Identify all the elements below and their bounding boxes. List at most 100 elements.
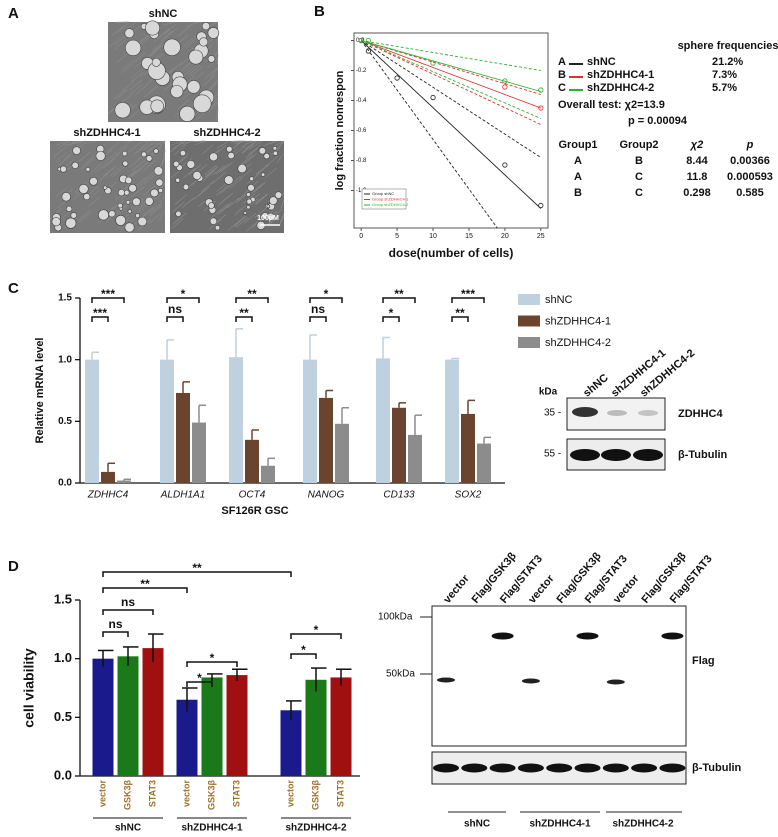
cell-sphere <box>124 176 133 185</box>
significance-label: ** <box>140 577 150 591</box>
texture <box>248 144 262 155</box>
cell-sphere <box>72 146 81 155</box>
texture <box>148 46 161 57</box>
texture <box>117 21 130 24</box>
cell-sphere <box>192 94 212 113</box>
significance-bracket <box>91 316 109 322</box>
overall-test: Overall test: χ2=13.9 <box>558 99 665 111</box>
texture <box>171 140 184 146</box>
significance-bracket <box>451 297 485 303</box>
texture <box>148 213 161 224</box>
cell-sphere <box>186 160 196 169</box>
cell-sphere <box>59 165 67 173</box>
table-cell: B <box>574 187 582 199</box>
cell-sphere <box>247 184 255 192</box>
table-cell: 0.585 <box>736 187 764 199</box>
texture <box>116 89 129 100</box>
texture <box>129 157 142 168</box>
significance-label: * <box>301 643 306 657</box>
cell-sphere <box>188 49 204 65</box>
texture <box>243 193 256 204</box>
group-label: shNC <box>464 819 490 830</box>
point <box>502 162 508 168</box>
bar <box>117 656 139 776</box>
significance-bracket <box>290 653 317 659</box>
group-label: shZDHHC4-1 <box>529 819 591 830</box>
table-cell: 11.8 <box>687 171 708 183</box>
significance-label: ns <box>168 302 182 316</box>
x-tick-label: ZDHHC4 <box>87 490 129 501</box>
scale-bar-label: 100μM <box>257 215 279 222</box>
cell-sphere <box>246 198 253 205</box>
texture <box>143 185 156 196</box>
texture <box>128 108 141 120</box>
cell-sphere <box>179 150 187 157</box>
point <box>430 94 436 101</box>
texture <box>202 75 216 86</box>
y-tick-label: 0.0 <box>356 38 365 44</box>
texture <box>124 21 138 31</box>
elda-table: sphere frequencies A shNC 21.2% B shZDHH… <box>558 40 778 127</box>
texture <box>216 140 230 149</box>
texture <box>266 140 279 145</box>
texture <box>207 57 219 68</box>
texture <box>194 140 207 145</box>
blot-band <box>631 763 658 773</box>
texture <box>267 214 281 226</box>
significance-label: * <box>389 306 394 320</box>
texture <box>158 195 166 206</box>
texture <box>274 140 285 147</box>
texture <box>245 220 259 232</box>
texture <box>53 146 67 158</box>
texture <box>87 196 101 207</box>
texture <box>118 140 131 151</box>
texture <box>142 140 155 151</box>
blot-unit: kDa <box>539 387 558 398</box>
texture <box>138 160 151 171</box>
bar <box>176 392 190 483</box>
blot-marker: 50kDa <box>386 669 415 680</box>
panel-label: B <box>314 3 325 20</box>
bar <box>101 471 115 483</box>
texture <box>177 98 190 110</box>
legend-label: shZDHHC4-2 <box>545 337 611 349</box>
fit-line <box>360 40 498 228</box>
legend-swatch <box>518 315 540 327</box>
texture <box>130 201 144 213</box>
texture <box>54 152 68 163</box>
texture <box>220 192 234 204</box>
cell-sphere <box>243 211 247 215</box>
texture <box>227 197 240 209</box>
significance-bracket <box>102 587 188 593</box>
fit-line <box>360 40 542 209</box>
texture <box>233 140 246 145</box>
cell-sphere <box>115 215 127 226</box>
texture <box>143 173 157 185</box>
significance-label: ** <box>247 287 257 301</box>
texture <box>216 163 229 175</box>
legend-frame <box>361 188 407 210</box>
cell-sphere <box>117 189 126 197</box>
significance-label: ns <box>311 302 325 316</box>
cell-sphere <box>266 212 275 221</box>
bar-label: vector <box>285 780 295 808</box>
table-cell: 8.44 <box>686 155 708 167</box>
cell-sphere <box>95 150 106 161</box>
cell-sphere <box>141 151 147 158</box>
cell-sphere <box>65 205 73 212</box>
texture <box>240 154 254 165</box>
blot-band <box>576 632 599 640</box>
x-tick-label: 10 <box>429 233 437 240</box>
bar-label: STAT3 <box>335 780 345 807</box>
texture <box>190 21 203 25</box>
cell-sphere <box>155 178 164 187</box>
y-axis-label: log fraction nonrespon <box>334 70 346 190</box>
cell-sphere <box>237 163 247 174</box>
texture <box>169 62 182 73</box>
cell-sphere <box>122 160 129 167</box>
x-tick-label: ALDH1A1 <box>160 490 205 501</box>
table-header: sphere frequencies <box>678 40 778 52</box>
cell-sphere <box>137 216 148 227</box>
texture <box>237 189 250 201</box>
